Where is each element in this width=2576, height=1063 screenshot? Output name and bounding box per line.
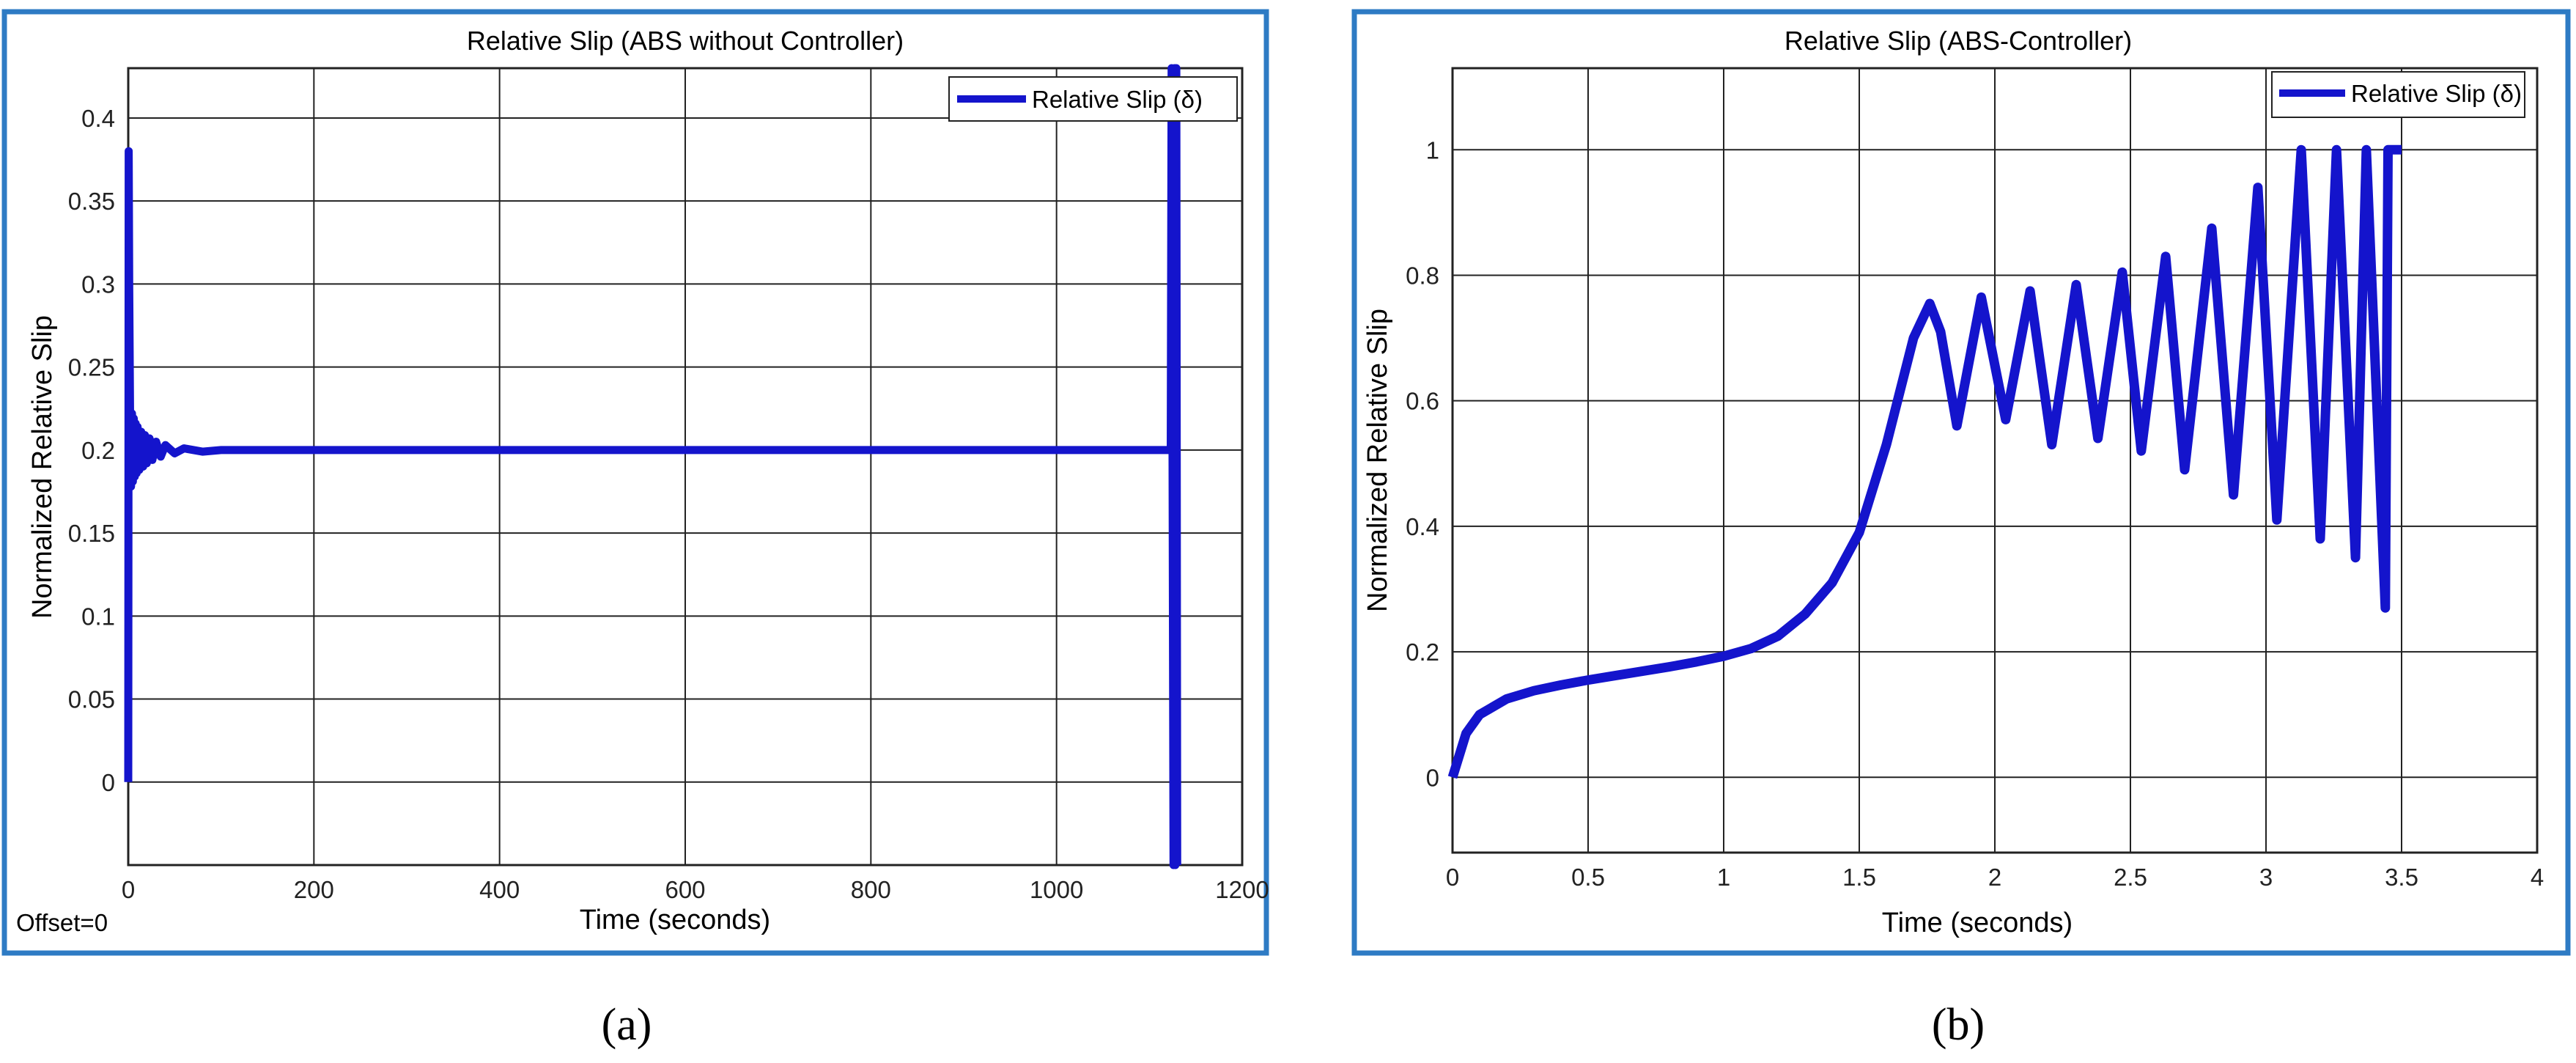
- panel-b: Relative Slip (ABS-Controller) 0 0.5 1 1.5 2…: [1351, 9, 2571, 956]
- chart-b-plot-area: [1451, 67, 2539, 854]
- chart-a-legend-box: [948, 76, 1238, 122]
- chart-a-x-tick-label: 0: [122, 876, 135, 903]
- chart-b-x-axis-label: Time (seconds): [1882, 908, 2073, 938]
- chart-b-y-tick-label: 1: [1426, 136, 1439, 163]
- chart-b-series: [1447, 144, 2402, 779]
- chart-b-x-tick-label: 1.5: [1842, 864, 1876, 891]
- chart-a-title: Relative Slip (ABS without Controller): [467, 26, 904, 56]
- chart-b-title: Relative Slip (ABS-Controller): [1785, 26, 2132, 56]
- chart-a-x-tick-label: 1000: [1030, 876, 1083, 903]
- chart-b-x-tick-label: 0: [1446, 864, 1459, 891]
- chart-b-x-tick-label: 2: [1988, 864, 2001, 891]
- chart-b-y-tick-label: 0.4: [1406, 513, 1439, 540]
- chart-a-y-tick-label: 0: [102, 769, 115, 796]
- chart-b-x-tick-label: 3.5: [2385, 864, 2418, 891]
- chart-a-x-tick-label: 1200: [1215, 876, 1269, 903]
- chart-b-legend: Relative Slip (δ): [2271, 71, 2525, 118]
- chart-a-legend: Relative Slip (δ): [948, 76, 1238, 122]
- chart-a-series: [124, 64, 1181, 869]
- chart-b-x-tick-label: 4: [2531, 864, 2544, 891]
- chart-b-y-axis-label: Normalized Relative Slip: [1362, 309, 1393, 612]
- chart-a-y-tick-label: 0.15: [68, 520, 115, 547]
- chart-a-y-tick-label: 0.05: [68, 686, 115, 713]
- chart-a-x-tick-label: 200: [294, 876, 334, 903]
- chart-a-y-tick-label: 0.3: [81, 271, 115, 298]
- chart-b-gridlines: [1453, 68, 2537, 853]
- chart-a-x-tick-label: 400: [479, 876, 520, 903]
- chart-a-legend-label: Relative Slip (δ): [1032, 86, 1203, 113]
- chart-a-x-ticks: 0 200 400 600 800 1000 1200: [122, 876, 1269, 903]
- panel-a: Relative Slip (ABS without Controller) 0…: [1, 9, 1269, 956]
- chart-a-x-tick-label: 600: [665, 876, 705, 903]
- chart-b-y-ticks: 0 0.2 0.4 0.6 0.8 1: [1406, 136, 1439, 791]
- offset-text: Offset=0: [16, 909, 108, 936]
- chart-a-x-tick-label: 800: [851, 876, 891, 903]
- chart-a-y-tick-label: 0.1: [81, 603, 115, 630]
- chart-b-x-ticks: 0 0.5 1 1.5 2 2.5 3 3.5 4: [1446, 864, 2544, 891]
- chart-a-y-tick-label: 0.4: [81, 105, 115, 132]
- chart-b-y-tick-label: 0.2: [1406, 639, 1439, 666]
- chart-a-x-axis-label: Time (seconds): [580, 905, 770, 935]
- chart-b-legend-label: Relative Slip (δ): [2351, 80, 2522, 107]
- caption-a: (a): [602, 1000, 652, 1050]
- chart-a-y-tick-label: 0.35: [68, 188, 115, 215]
- panel-a-frame: [1, 9, 1269, 956]
- chart-a-y-tick-label: 0.2: [81, 437, 115, 464]
- chart-a-y-tick-label: 0.25: [68, 354, 115, 381]
- caption-b: (b): [1932, 1000, 1985, 1050]
- chart-b-y-tick-label: 0: [1426, 764, 1439, 791]
- chart-b-y-tick-label: 0.6: [1406, 388, 1439, 415]
- chart-a-series-line: [124, 64, 1181, 869]
- chart-b-x-tick-label: 3: [2259, 864, 2273, 891]
- chart-a-y-ticks: 0 0.05 0.1 0.15 0.2 0.25 0.3 0.35 0.4: [68, 105, 115, 796]
- chart-a-y-axis-label: Normalized Relative Slip: [27, 315, 58, 619]
- chart-b-series-line: [1447, 144, 2402, 779]
- chart-b-x-tick-label: 1: [1717, 864, 1730, 891]
- chart-b-x-tick-label: 2.5: [2114, 864, 2147, 891]
- chart-b-x-tick-label: 0.5: [1571, 864, 1605, 891]
- chart-b-y-tick-label: 0.8: [1406, 262, 1439, 289]
